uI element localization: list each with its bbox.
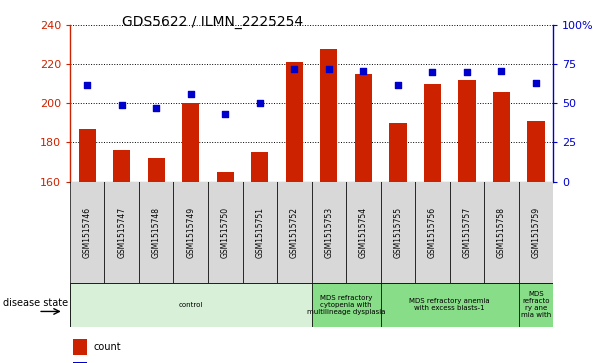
Bar [424, 84, 441, 182]
Bar [182, 103, 199, 182]
Bar [415, 182, 450, 283]
Point [255, 101, 264, 106]
Point [427, 69, 437, 75]
Point [531, 80, 541, 86]
Bar [381, 182, 415, 283]
Text: MDS refractory
cytopenia with
multilineage dysplasia: MDS refractory cytopenia with multilinea… [307, 295, 385, 315]
Text: MDS refractory anemia
with excess blasts-1: MDS refractory anemia with excess blasts… [409, 298, 490, 311]
Point [324, 66, 334, 72]
Bar [527, 121, 545, 182]
Text: control: control [179, 302, 203, 308]
Text: GSM1515750: GSM1515750 [221, 207, 230, 258]
Point [462, 69, 472, 75]
Text: GSM1515747: GSM1515747 [117, 207, 126, 258]
Bar [73, 362, 86, 363]
Bar [277, 182, 311, 283]
Point [151, 105, 161, 111]
Point [186, 91, 196, 97]
Point [497, 68, 506, 74]
Text: GDS5622 / ILMN_2225254: GDS5622 / ILMN_2225254 [122, 15, 303, 29]
Text: disease state: disease state [3, 298, 68, 308]
Bar [519, 182, 553, 283]
Bar [311, 283, 381, 327]
Bar [70, 182, 105, 283]
Text: GSM1515746: GSM1515746 [83, 207, 92, 258]
Point [117, 102, 126, 108]
Bar [354, 74, 372, 182]
Text: GSM1515748: GSM1515748 [152, 207, 161, 258]
Bar [286, 62, 303, 182]
Text: GSM1515755: GSM1515755 [393, 207, 402, 258]
Bar [458, 80, 475, 182]
Point [393, 82, 402, 87]
Bar [381, 283, 519, 327]
Bar [320, 49, 337, 182]
Point [82, 82, 92, 87]
Text: GSM1515757: GSM1515757 [463, 207, 471, 258]
Bar [389, 123, 407, 182]
Text: GSM1515759: GSM1515759 [531, 207, 541, 258]
Text: GSM1515754: GSM1515754 [359, 207, 368, 258]
Bar [243, 182, 277, 283]
Text: GSM1515758: GSM1515758 [497, 207, 506, 258]
Bar [450, 182, 484, 283]
Bar [113, 150, 130, 182]
Text: GSM1515749: GSM1515749 [186, 207, 195, 258]
Point [359, 68, 368, 74]
Bar [208, 182, 243, 283]
Bar [73, 339, 86, 355]
Point [289, 66, 299, 72]
Bar [311, 182, 346, 283]
Bar [519, 283, 553, 327]
Point [221, 111, 230, 117]
Bar [216, 172, 234, 182]
Bar [484, 182, 519, 283]
Text: GSM1515751: GSM1515751 [255, 207, 264, 258]
Text: count: count [94, 342, 121, 352]
Bar [173, 182, 208, 283]
Bar [493, 92, 510, 182]
Bar [148, 158, 165, 182]
Text: MDS
refracto
ry ane
mia with: MDS refracto ry ane mia with [521, 291, 551, 318]
Bar [70, 283, 311, 327]
Bar [346, 182, 381, 283]
Bar [251, 152, 269, 182]
Text: GSM1515752: GSM1515752 [290, 207, 299, 258]
Text: GSM1515753: GSM1515753 [324, 207, 333, 258]
Bar [139, 182, 173, 283]
Text: GSM1515756: GSM1515756 [428, 207, 437, 258]
Bar [105, 182, 139, 283]
Bar [78, 129, 96, 182]
